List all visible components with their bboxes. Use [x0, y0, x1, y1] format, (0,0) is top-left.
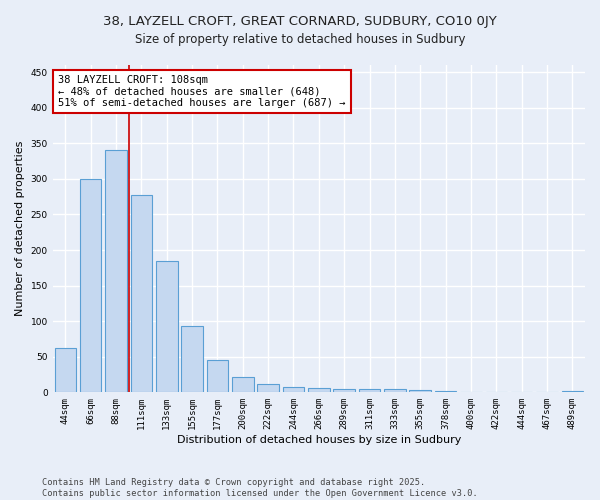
Bar — [334, 389, 355, 392]
Bar — [156, 260, 178, 392]
Bar — [308, 388, 329, 392]
Bar — [359, 390, 380, 392]
Text: 38 LAYZELL CROFT: 108sqm
← 48% of detached houses are smaller (648)
51% of semi-: 38 LAYZELL CROFT: 108sqm ← 48% of detach… — [58, 75, 346, 108]
Bar — [181, 326, 203, 392]
Bar — [105, 150, 127, 392]
Bar — [384, 389, 406, 392]
Bar — [283, 388, 304, 392]
Text: 38, LAYZELL CROFT, GREAT CORNARD, SUDBURY, CO10 0JY: 38, LAYZELL CROFT, GREAT CORNARD, SUDBUR… — [103, 15, 497, 28]
Bar — [55, 348, 76, 393]
Bar — [206, 360, 228, 392]
Bar — [409, 390, 431, 392]
Bar — [232, 376, 254, 392]
Bar — [131, 194, 152, 392]
Y-axis label: Number of detached properties: Number of detached properties — [15, 141, 25, 316]
X-axis label: Distribution of detached houses by size in Sudbury: Distribution of detached houses by size … — [176, 435, 461, 445]
Bar — [435, 391, 457, 392]
Text: Size of property relative to detached houses in Sudbury: Size of property relative to detached ho… — [135, 32, 465, 46]
Bar — [80, 179, 101, 392]
Bar — [562, 391, 583, 392]
Bar — [257, 384, 279, 392]
Text: Contains HM Land Registry data © Crown copyright and database right 2025.
Contai: Contains HM Land Registry data © Crown c… — [42, 478, 478, 498]
